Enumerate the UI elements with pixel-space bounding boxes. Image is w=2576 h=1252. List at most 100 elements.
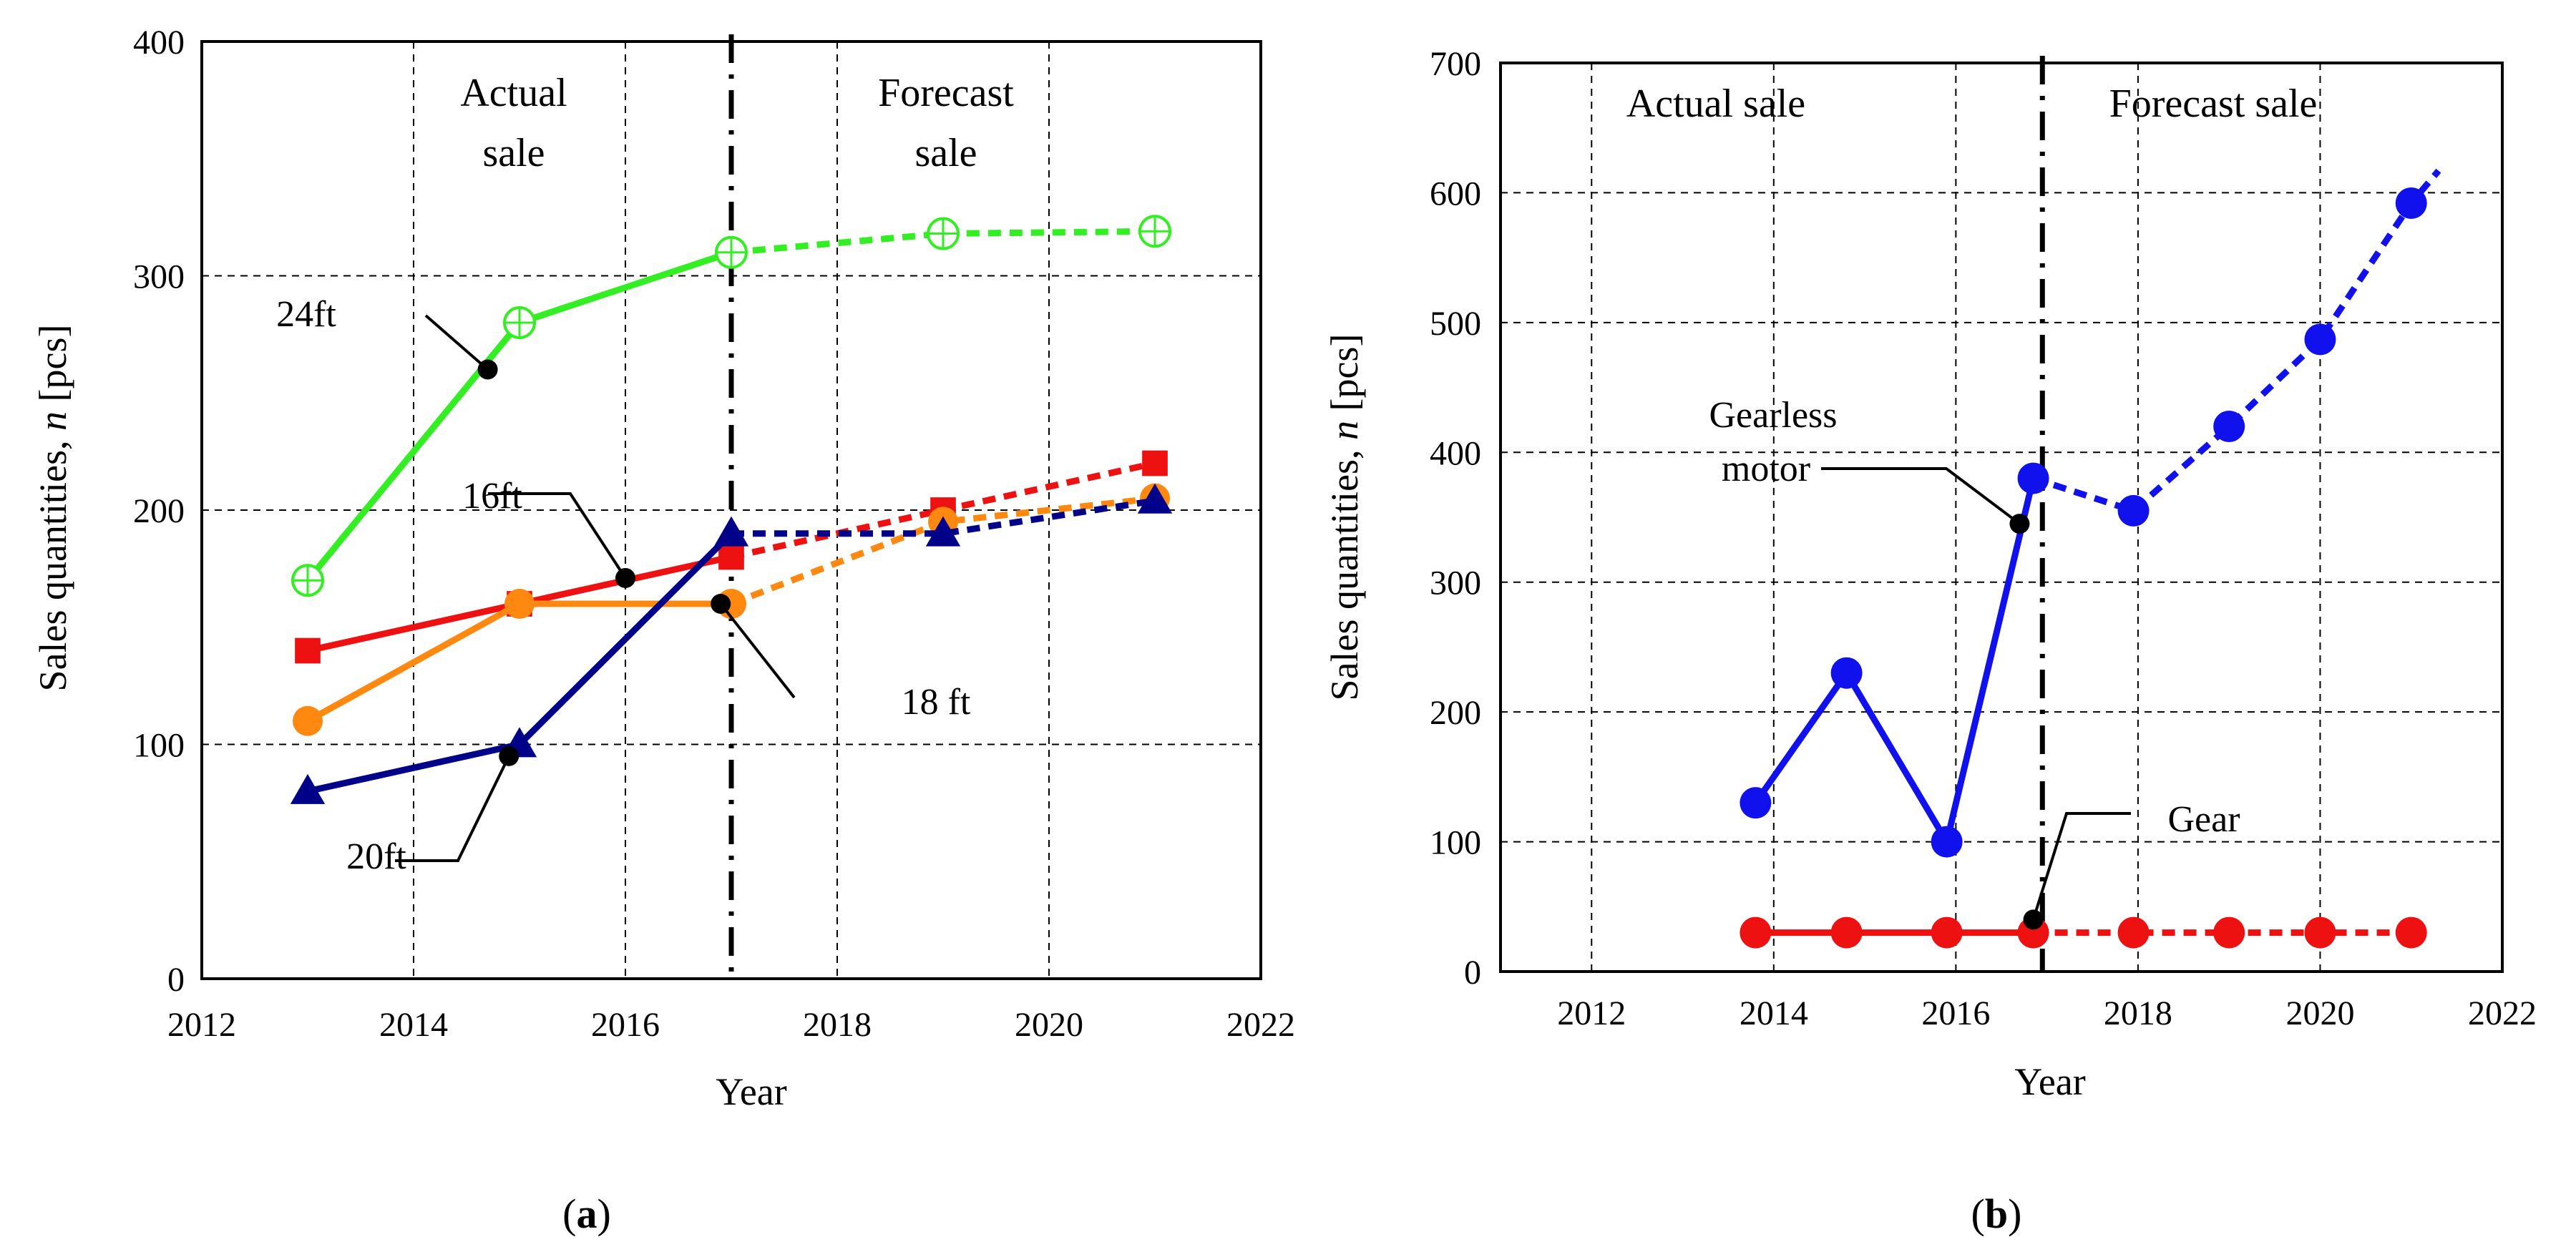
chart-b-callouts [1821,467,2131,930]
callout-dot [2023,909,2044,930]
x-tick-label: 2014 [379,1006,448,1044]
series-gear-point [1931,916,1963,949]
series-gearless-motor-point [2395,187,2427,219]
y-tick-label: 400 [1430,434,1481,472]
y-tick-label: 200 [133,492,185,530]
series-20ft-point [925,516,961,547]
chart-a-y-ticks: 0 100 200 300 400 [133,24,185,999]
callout-dot [2009,514,2030,534]
chart-b-x-ticks: 2012 2014 2016 2018 2020 2022 [1557,994,2537,1032]
chart-a-callouts [395,314,796,862]
y-tick-label: 600 [1430,175,1481,212]
series-24ft-point [715,235,748,269]
chart-a: 2012 2014 2016 2018 2020 2022 0 100 200 300 400 A… [31,24,1295,1237]
series-24ft-point [927,217,960,250]
callout-leader [2031,812,2131,921]
x-tick-label: 2012 [1557,994,1626,1032]
series-16ft-point [1142,450,1168,476]
callout-leader [424,314,489,371]
series-gear-point [2117,916,2150,949]
chart-b-y-ticks: 0 100 200 300 400 500 600 700 [1430,45,1481,992]
y-tick-label: 400 [133,24,185,62]
series-gearless-motor-point [2304,323,2336,356]
callout-dot [499,745,519,766]
series-gearless-motor-point [1740,787,1772,819]
x-tick-label: 2014 [1740,994,1808,1032]
chart-a-x-ticks: 2012 2014 2016 2018 2020 2022 [167,1006,1295,1044]
series-gearless-motor-point [2213,411,2245,442]
chart-a-series [290,215,1173,804]
series-24ft-point [291,564,324,597]
series-16ft-point [295,637,321,664]
series-gear-point [2213,916,2245,949]
x-tick-label: 2022 [1226,1006,1295,1044]
series-20ft-point [1137,483,1173,514]
x-tick-label: 2016 [591,1006,660,1044]
chart-a-callout-16ft: 16ft [462,476,522,517]
y-tick-label: 300 [133,258,185,296]
series-gearless-motor-actual-line [1752,477,2036,851]
chart-b-series [1740,168,2441,949]
chart-b-forecast-label: Forecast sale [2109,82,2318,126]
chart-b-callout-gearless-1: Gearless [1709,395,1837,436]
chart-a-y-axis-label: Sales quantities, n [pcs] [31,325,74,692]
chart-b-frame [1499,62,2504,973]
chart-a-actual-label-1: Actual [460,71,567,115]
chart-a-callout-20ft: 20ft [346,836,406,877]
y-tick-label: 0 [167,961,185,999]
callout-leader [719,602,796,699]
x-tick-label: 2020 [1015,1006,1083,1044]
series-gear-point [2304,916,2336,949]
series-gearless-motor-point [1830,657,1863,689]
chart-b-actual-label: Actual sale [1626,82,1805,126]
y-tick-label: 700 [1430,45,1481,83]
series-20ft-point [290,773,326,804]
y-tick-label: 200 [1430,694,1481,732]
series-gear-point [1830,916,1863,949]
y-tick-label: 100 [133,727,185,765]
chart-a-callout-24ft: 24ft [276,294,336,335]
series-20ft-point [713,516,749,547]
chart-b-x-axis-label: Year [2014,1060,2086,1103]
series-gearless-motor-forecast-line [2032,168,2441,515]
series-20ft-forecast-line [731,497,1156,537]
chart-a-forecast-label-1: Forecast [878,71,1014,115]
y-tick-label: 0 [1464,954,1481,992]
panel-b-label: (b) [1971,1190,2022,1237]
x-tick-label: 2016 [1921,994,1990,1032]
chart-a-forecast-label-2: sale [914,131,977,175]
callout-leader [395,755,510,862]
callout-leader [488,492,627,579]
series-24ft-forecast-line [731,228,1156,256]
series-24ft-point [1138,215,1171,248]
callout-leader [1821,467,2021,525]
x-tick-label: 2020 [2285,994,2354,1032]
series-gearless-motor-point [2117,494,2150,527]
chart-b-callout-gear: Gear [2167,799,2240,840]
x-tick-label: 2012 [167,1006,236,1044]
chart-b-callout-gearless-2: motor [1722,449,1810,489]
callout-dot [615,567,635,588]
chart-a-actual-label-2: sale [482,131,545,175]
x-tick-label: 2018 [2104,994,2172,1032]
chart-b-grid [1501,63,2502,972]
panel-a-label: (a) [562,1190,611,1237]
chart-a-x-axis-label: Year [716,1070,787,1113]
y-tick-label: 100 [1430,824,1481,862]
chart-a-callout-18ft: 18 ft [902,682,971,723]
series-16ft-point [718,544,744,570]
series-gearless-motor-point [1931,826,1963,858]
y-tick-label: 500 [1430,305,1481,343]
x-tick-label: 2018 [803,1006,872,1044]
series-18-ft-point [504,589,535,619]
y-tick-label: 300 [1430,564,1481,602]
series-gear-point [2395,916,2427,949]
series-gearless-motor-point [2017,462,2049,494]
x-tick-label: 2022 [2468,994,2537,1032]
series-24ft-actual-line [305,249,733,583]
chart-b-y-axis-label: Sales quantities, n [pcs] [1323,334,1366,701]
callout-dot [711,594,731,614]
series-18-ft-actual-line [306,600,731,724]
series-24ft-point [503,306,536,339]
